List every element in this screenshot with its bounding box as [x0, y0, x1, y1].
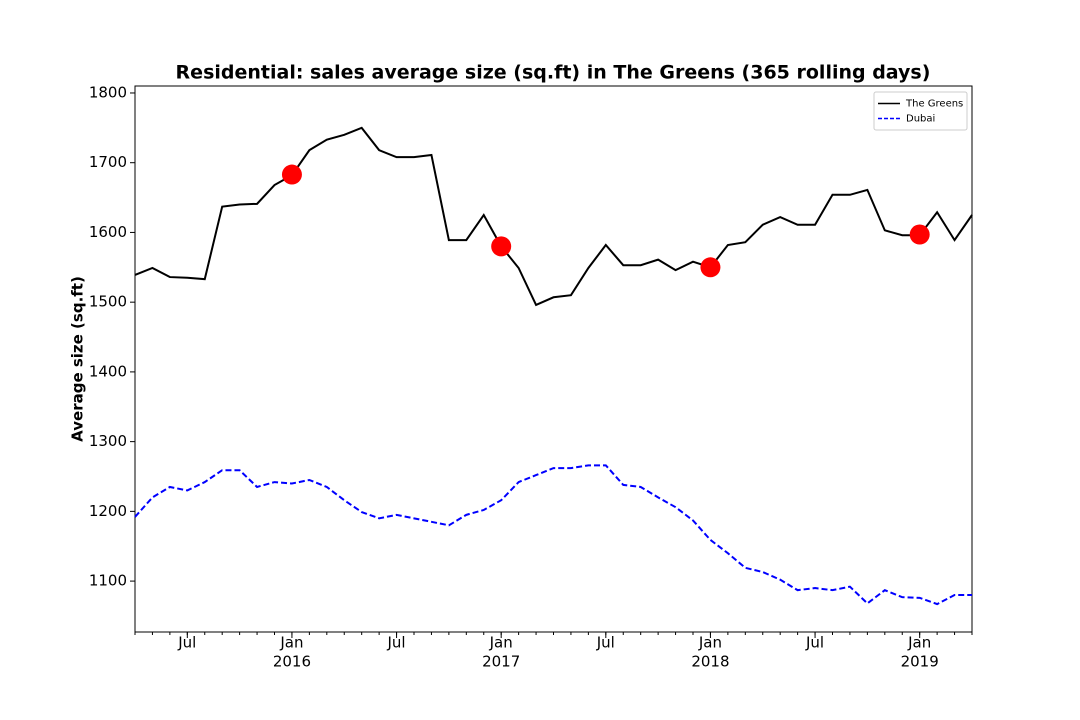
- legend-label: Dubai: [906, 114, 935, 125]
- highlight-dot: [700, 257, 721, 278]
- series-line: [134, 126, 973, 307]
- y-tick-label: 1500: [89, 293, 127, 311]
- x-tick-label: Jul: [387, 634, 406, 652]
- y-tick-label: 1300: [89, 432, 127, 450]
- x-tick-label: Jul: [805, 634, 824, 652]
- legend-label: The Greens: [905, 99, 963, 110]
- highlight-dot: [909, 224, 930, 245]
- y-tick-label: 1700: [89, 153, 127, 171]
- x-tick-label: Jan: [907, 634, 931, 652]
- y-tick-label: 1600: [89, 223, 127, 241]
- x-tick-year: 2016: [273, 653, 311, 671]
- highlight-dot: [491, 236, 512, 257]
- series-line: [134, 464, 972, 606]
- y-tick-label: 1200: [89, 502, 127, 520]
- y-tick-label: 1800: [89, 83, 127, 101]
- y-tick-label: 1100: [89, 572, 127, 590]
- x-tick-year: 2017: [482, 653, 520, 671]
- y-axis-label: Average size (sq.ft): [69, 276, 87, 442]
- x-tick-label: Jul: [596, 634, 615, 652]
- x-tick-label: Jan: [279, 634, 303, 652]
- x-tick-year: 2018: [691, 653, 729, 671]
- x-tick-label: Jul: [177, 634, 196, 652]
- x-tick-label: Jan: [489, 634, 513, 652]
- x-tick-year: 2019: [901, 653, 939, 671]
- chart-title: Residential: sales average size (sq.ft) …: [176, 62, 931, 84]
- plot-frame: [134, 85, 973, 633]
- y-tick-label: 1400: [89, 362, 127, 380]
- x-tick-label: Jan: [698, 634, 722, 652]
- highlight-dot: [281, 164, 302, 185]
- legend-box: [873, 91, 968, 131]
